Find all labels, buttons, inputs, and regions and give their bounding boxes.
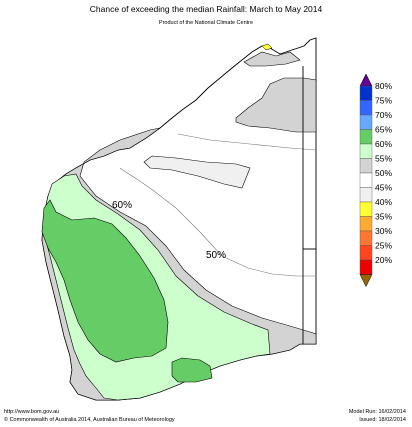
legend-label: 55%: [375, 154, 392, 164]
footer-url: http://www.bom.gov.au: [4, 409, 60, 415]
legend: 80% 75% 70% 65% 60% 55% 50% 45% 40% 35% 30% 25% 20%: [359, 73, 392, 288]
contour-line: [177, 133, 317, 151]
footer-right: Model Run: 16/02/2014 Issued: 18/02/2014: [349, 408, 406, 424]
legend-label: 50%: [375, 168, 392, 178]
legend-label: 45%: [375, 183, 392, 193]
region-45: [143, 155, 251, 189]
legend-swatch: [359, 114, 373, 130]
region-40: [261, 43, 273, 51]
legend-swatch: [359, 172, 373, 188]
contour-line: [119, 167, 316, 277]
region-65-west: [41, 199, 169, 363]
legend-swatch: [359, 85, 373, 101]
legend-swatch: [359, 143, 373, 159]
legend-label: 20%: [375, 255, 392, 265]
footer-issued: Issued: 18/02/2014: [359, 417, 406, 423]
legend-swatch: [359, 158, 373, 174]
map-subtitle: Product of the National Climate Centre: [158, 20, 254, 26]
legend-arrow-bottom: [359, 274, 373, 288]
contour-label-60: 60%: [112, 200, 132, 211]
legend-swatch: [359, 230, 373, 246]
footer-model-run: Model Run: 16/02/2014: [348, 409, 406, 415]
footer-left: http://www.bom.gov.au © Commonwealth of …: [4, 408, 175, 424]
legend-swatch: [359, 201, 373, 217]
legend-swatch: [359, 259, 373, 275]
legend-label: 25%: [375, 241, 392, 251]
legend-swatch: [359, 216, 373, 232]
contour-label-50: 50%: [206, 250, 226, 261]
legend-label: 35%: [375, 212, 392, 222]
legend-swatch: [359, 187, 373, 203]
footer-copyright: © Commonwealth of Australia 2014, Austra…: [4, 417, 175, 423]
legend-label: 40%: [375, 197, 392, 207]
region-65-south: [171, 357, 213, 383]
legend-label: 60%: [375, 139, 392, 149]
region-55-north: [243, 51, 301, 67]
map-title: Chance of exceeding the median Rainfall:…: [89, 4, 323, 14]
legend-label: 80%: [375, 81, 392, 91]
legend-swatch: [359, 100, 373, 116]
legend-label: 70%: [375, 110, 392, 120]
legend-label: 65%: [375, 125, 392, 135]
legend-swatch: [359, 129, 373, 145]
legend-label: 30%: [375, 226, 392, 236]
region-55-east: [235, 77, 317, 133]
legend-arrow-top: [359, 73, 373, 87]
legend-swatch: [359, 245, 373, 261]
legend-label: 75%: [375, 96, 392, 106]
